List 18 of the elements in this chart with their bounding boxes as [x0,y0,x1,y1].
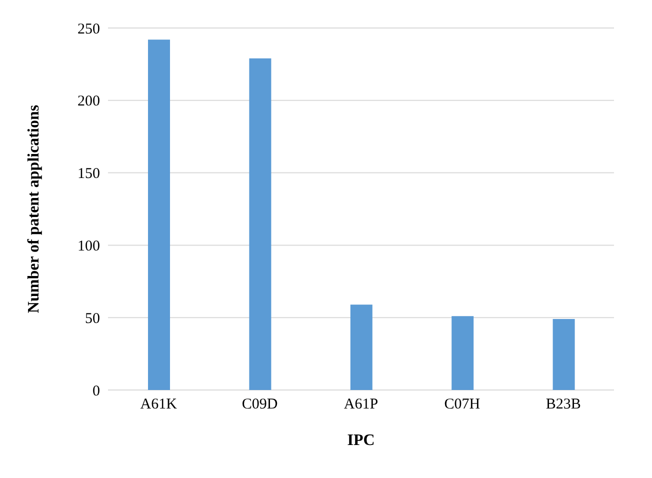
bar [148,40,170,390]
x-tick-label: C09D [242,396,278,413]
y-tick-label: 0 [92,383,100,400]
bar [249,58,272,390]
x-axis-title: IPC [347,432,375,449]
x-tick-label: C07H [444,396,480,413]
y-tick-label: 50 [85,310,100,327]
bar [552,319,575,390]
y-tick-label: 150 [78,166,100,182]
bar [350,304,372,390]
bar [452,316,474,390]
y-axis-title: Number of patent applications [26,104,43,314]
x-tick-label: B23B [546,396,581,413]
y-tick-label: 200 [78,94,100,110]
y-tick-label: 250 [78,21,100,38]
y-tick-label: 100 [78,238,100,255]
x-tick-label: A61K [140,396,178,413]
x-tick-label: A61P [344,396,378,413]
